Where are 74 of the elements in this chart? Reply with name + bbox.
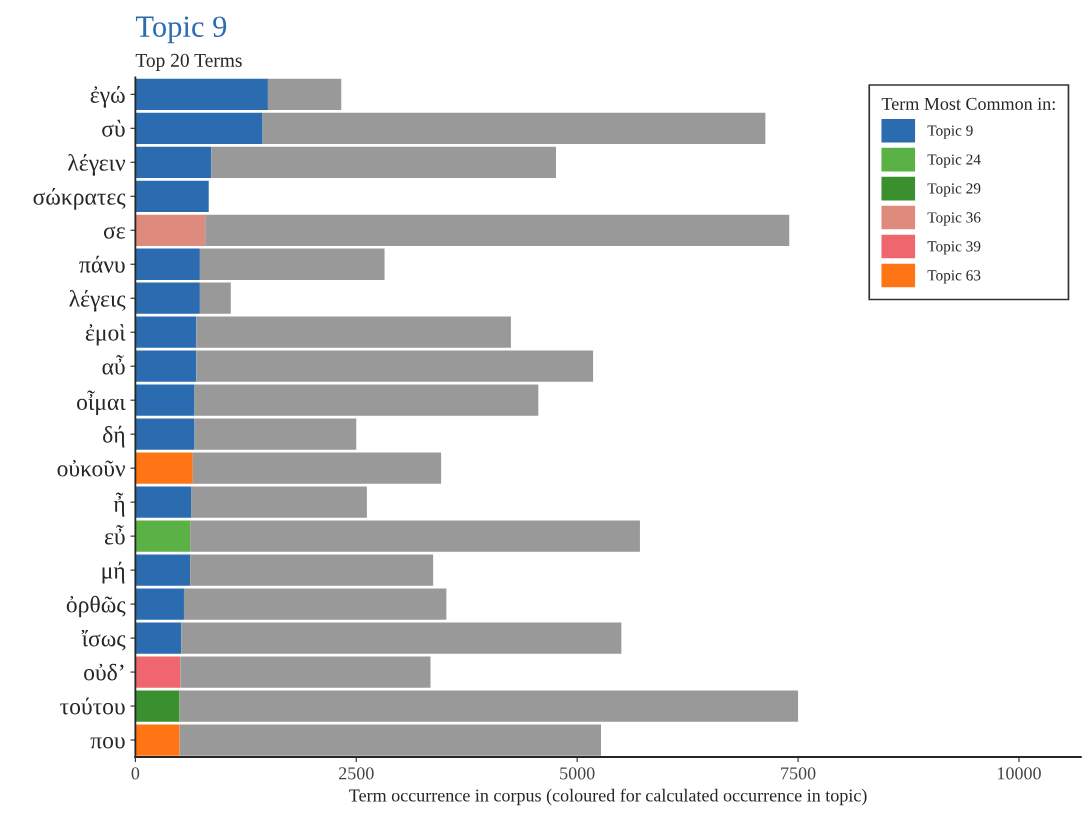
x-tick-label: 5000 xyxy=(560,767,595,780)
bar xyxy=(179,724,602,756)
bar xyxy=(135,554,191,586)
y-tick-label: τούτου xyxy=(60,697,125,715)
bar xyxy=(135,452,193,484)
bar xyxy=(267,78,342,110)
bar xyxy=(135,384,195,416)
y-tick-label: ἐγώ xyxy=(90,86,125,108)
bar xyxy=(194,418,357,450)
bar xyxy=(180,656,431,688)
y-tick-label: οὐδ’ xyxy=(84,663,124,681)
bar xyxy=(135,622,182,654)
bar xyxy=(196,350,594,382)
bar xyxy=(205,214,790,246)
y-tick-label: οὐκοῦν xyxy=(57,459,126,477)
bar xyxy=(135,180,209,212)
bar xyxy=(135,724,180,756)
y-tick-label: ὀρθῶς xyxy=(66,595,126,618)
y-tick-label: σὺ xyxy=(102,119,125,137)
y-tick-label: δή xyxy=(103,425,125,448)
bar xyxy=(135,486,192,518)
x-tick-label: 0 xyxy=(131,767,140,780)
chart-subtitle: Top 20 Terms xyxy=(135,53,242,71)
legend-label: Topic 24 xyxy=(927,154,981,168)
y-tick-label: σε xyxy=(103,226,125,239)
bar xyxy=(199,282,231,314)
x-axis-title: Term occurrence in corpus (coloured for calculated occurrence in topic) xyxy=(349,788,867,806)
bar xyxy=(194,384,539,416)
y-tick-label: ἴσως xyxy=(81,629,126,651)
bar xyxy=(199,248,385,280)
chart-title: Topic 9 xyxy=(135,16,227,44)
bar xyxy=(262,112,766,144)
y-tick-label: εὖ xyxy=(104,525,125,545)
x-tick-label: 7500 xyxy=(781,767,816,780)
y-tick-label: ἐμοὶ xyxy=(85,323,126,346)
bar xyxy=(192,452,442,484)
bar xyxy=(135,520,191,552)
x-tick-label: 10000 xyxy=(998,767,1041,780)
bar xyxy=(135,78,268,110)
legend-label: Topic 29 xyxy=(927,183,981,197)
bar xyxy=(135,316,197,348)
bar xyxy=(196,316,511,348)
bar xyxy=(211,146,556,178)
bar xyxy=(135,656,181,688)
bar xyxy=(183,588,447,620)
bar xyxy=(179,690,799,722)
bar xyxy=(135,146,212,178)
legend-label: Topic 9 xyxy=(927,125,973,139)
y-tick-label: σώκρατες xyxy=(33,187,126,210)
bar xyxy=(181,622,622,654)
bar xyxy=(135,690,180,722)
legend-label: Topic 36 xyxy=(927,212,981,226)
y-tick-label: αὖ xyxy=(102,355,125,375)
legend-label: Topic 63 xyxy=(927,270,981,284)
bar xyxy=(190,554,434,586)
y-tick-label: λέγειν xyxy=(67,153,126,176)
bar xyxy=(135,282,200,314)
bar xyxy=(191,486,367,518)
bar xyxy=(135,214,206,246)
legend-title: Term Most Common in: xyxy=(881,97,1055,110)
legend-label: Topic 39 xyxy=(927,241,981,255)
y-tick-label: πάνυ xyxy=(79,255,125,273)
x-tick-label: 2500 xyxy=(339,767,374,780)
bar xyxy=(135,418,195,450)
y-tick-label: που xyxy=(90,737,125,749)
bar xyxy=(135,350,197,382)
y-tick-label: οἶμαι xyxy=(77,390,126,415)
y-tick-label: μή xyxy=(102,561,125,584)
bar xyxy=(135,248,200,280)
y-tick-label: λέγεις xyxy=(69,289,126,312)
bar xyxy=(135,112,263,144)
bar xyxy=(190,520,640,552)
bar xyxy=(135,588,184,620)
y-tick-label: ἦ xyxy=(113,492,125,517)
